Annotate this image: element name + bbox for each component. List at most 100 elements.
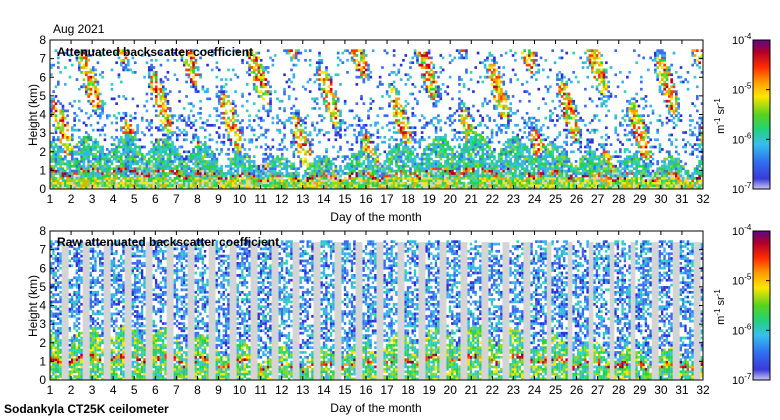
heatmap-cell (82, 140, 86, 144)
heatmap-cell (355, 162, 359, 166)
heatmap-cell (255, 51, 258, 55)
heatmap-cell (96, 181, 100, 185)
heatmap-cell (402, 140, 405, 144)
heatmap-cell (87, 176, 90, 180)
heatmap-cell (397, 119, 401, 122)
heatmap-cell (448, 176, 452, 180)
heatmap-cell (112, 179, 116, 183)
heatmap-cell (451, 179, 454, 183)
heatmap-cell (122, 169, 125, 173)
heatmap-cell (446, 143, 450, 146)
heatmap-cell (364, 155, 368, 158)
heatmap-cell (192, 54, 195, 57)
heatmap-cell (308, 181, 312, 185)
heatmap-cell (222, 85, 226, 89)
heatmap-cell (376, 186, 380, 189)
heatmap-cell (252, 68, 256, 72)
heatmap-cell (427, 164, 431, 168)
heatmap-cell (161, 167, 165, 171)
heatmap-cell (255, 181, 258, 185)
heatmap-cell (500, 131, 503, 134)
heatmap-cell (262, 107, 265, 110)
heatmap-cell (82, 121, 86, 125)
heatmap-cell (453, 179, 457, 183)
heatmap-cell (362, 123, 366, 127)
heatmap-cell (369, 136, 373, 139)
heatmap-cell (105, 116, 109, 120)
heatmap-cell (59, 184, 62, 187)
gap-cell (448, 171, 452, 189)
heatmap-cell (185, 73, 188, 77)
heatmap-cell (159, 109, 163, 113)
heatmap-cell (502, 152, 506, 156)
heatmap-cell (353, 155, 356, 158)
heatmap-cell (488, 66, 492, 69)
heatmap-cell (348, 186, 352, 189)
heatmap-cell (157, 162, 160, 166)
heatmap-cell (262, 167, 265, 171)
heatmap-cell (458, 167, 461, 171)
heatmap-cell (101, 109, 104, 113)
heatmap-cell (367, 167, 370, 171)
heatmap-cell (189, 49, 193, 53)
heatmap-cell (241, 181, 244, 185)
heatmap-cell (168, 143, 172, 146)
heatmap-cell (325, 104, 328, 108)
heatmap-cell (374, 152, 377, 156)
heatmap-cell (96, 61, 100, 65)
heatmap-cell (252, 160, 256, 163)
heatmap-cell (493, 179, 496, 183)
heatmap-cell (511, 179, 515, 183)
heatmap-cell (318, 83, 321, 86)
heatmap-cell (122, 152, 125, 156)
heatmap-cell (439, 66, 443, 69)
heatmap-cell (157, 152, 160, 156)
heatmap-cell (82, 164, 86, 168)
heatmap-cell (467, 174, 471, 178)
heatmap-cell (208, 145, 212, 149)
heatmap-cell (56, 179, 60, 183)
heatmap-cell (119, 181, 123, 185)
heatmap-cell (476, 164, 480, 168)
heatmap-cell (252, 172, 256, 175)
heatmap-cell (96, 80, 100, 84)
heatmap-cell (56, 148, 60, 151)
heatmap-cell (493, 148, 496, 151)
heatmap-cell (147, 123, 151, 127)
heatmap-cell (395, 114, 398, 118)
heatmap-cell (245, 109, 249, 113)
heatmap-cell (154, 58, 158, 62)
heatmap-cell (126, 167, 130, 171)
heatmap-cell (234, 162, 237, 166)
heatmap-cell (117, 143, 121, 146)
heatmap-cell (117, 160, 121, 163)
heatmap-cell (318, 162, 321, 166)
heatmap-cell (112, 150, 116, 154)
heatmap-cell (516, 148, 520, 151)
heatmap-cell (91, 143, 95, 146)
heatmap-cell (66, 181, 69, 185)
heatmap-cell (299, 181, 303, 185)
heatmap-cell (294, 136, 298, 139)
heatmap-cell (269, 102, 272, 106)
heatmap-cell (173, 167, 177, 171)
heatmap-cell (388, 186, 391, 189)
heatmap-cell (259, 145, 263, 149)
heatmap-cell (476, 51, 480, 55)
heatmap-cell (136, 126, 139, 130)
heatmap-cell (63, 51, 67, 55)
heatmap-cell (66, 136, 69, 139)
heatmap-cell (290, 116, 293, 120)
heatmap-cell (292, 140, 296, 144)
heatmap-cell (140, 181, 144, 185)
heatmap-cell (217, 169, 221, 173)
heatmap-cell (262, 92, 265, 96)
heatmap-cell (315, 162, 319, 166)
heatmap-cell (187, 184, 191, 187)
heatmap-cell (479, 114, 482, 118)
heatmap-cell (420, 114, 424, 118)
heatmap-cell (325, 186, 328, 189)
heatmap-cell (425, 85, 429, 89)
heatmap-cell (206, 181, 209, 185)
heatmap-cell (56, 66, 60, 69)
